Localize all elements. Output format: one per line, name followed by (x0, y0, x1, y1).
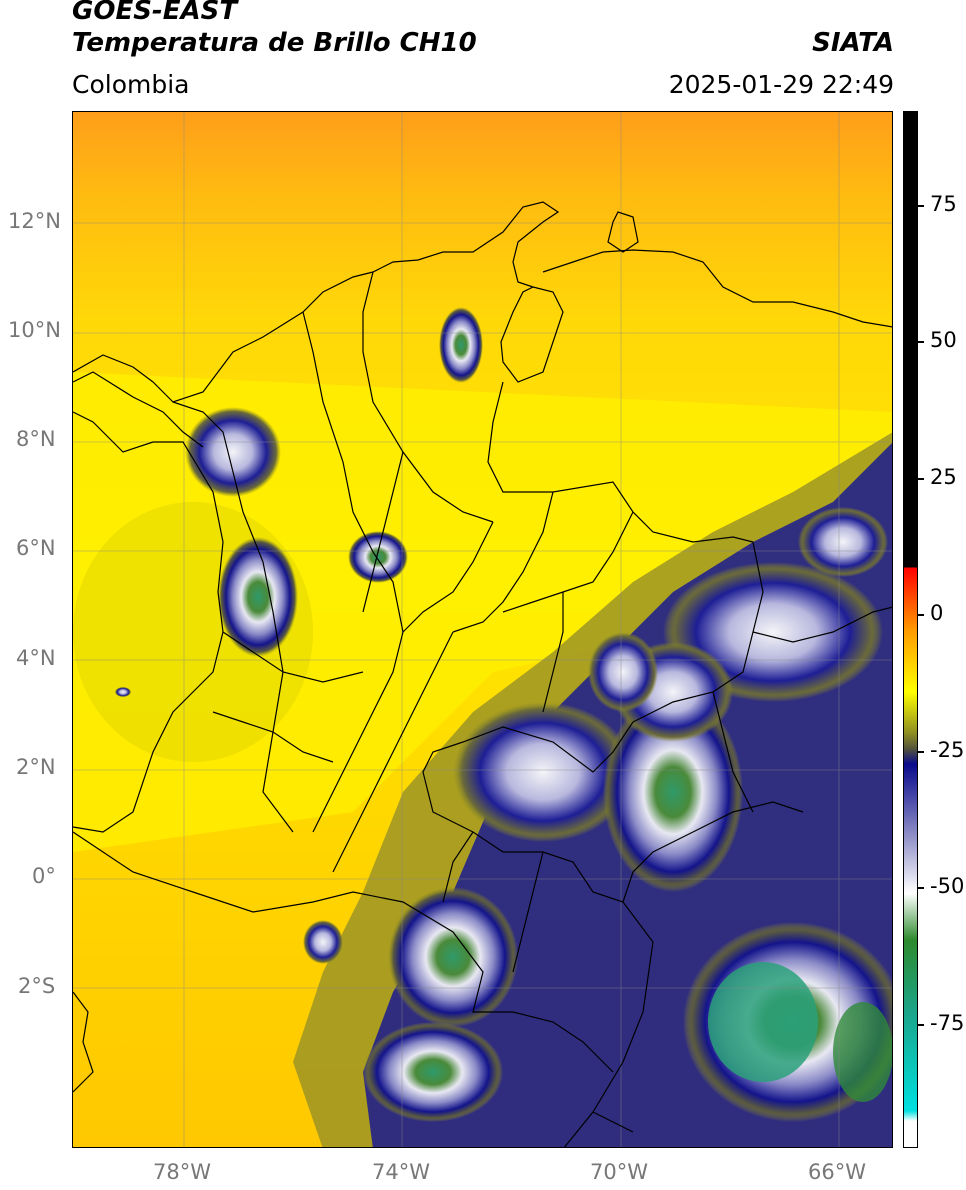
colorbar-label-minus50: -50 (930, 874, 965, 898)
colorbar-label-75: 75 (930, 192, 957, 216)
colorbar-label-50: 50 (930, 328, 957, 352)
lat-label-2s: 2°S (18, 974, 56, 998)
source-label: SIATA (812, 28, 894, 58)
lat-label-0: 0° (32, 864, 56, 888)
lat-label-10n: 10°N (8, 318, 61, 342)
colorbar-tick-50 (918, 341, 924, 343)
colorbar-tick-minus25 (918, 751, 924, 753)
lat-label-2n: 2°N (16, 755, 56, 779)
colorbar-tick-25 (918, 478, 924, 480)
lat-label-12n: 12°N (8, 209, 61, 233)
region-label: Colombia (72, 70, 190, 99)
datetime-label: 2025-01-29 22:49 (668, 70, 894, 99)
lon-label-66w: 66°W (808, 1160, 866, 1184)
colorbar-label-25: 25 (930, 465, 957, 489)
colorbar-label-minus75: -75 (930, 1011, 965, 1035)
lon-label-70w: 70°W (590, 1160, 648, 1184)
colorbar (903, 111, 918, 1148)
colorbar-label-0: 0 (930, 601, 944, 625)
colorbar-tick-minus50 (918, 887, 924, 889)
satellite-map (72, 111, 893, 1148)
colorbar-tick-75 (918, 205, 924, 207)
lat-label-6n: 6°N (16, 536, 56, 560)
lat-label-4n: 4°N (16, 646, 56, 670)
colorbar-label-minus25: -25 (930, 738, 965, 762)
title-satellite: GOES-EAST (72, 0, 238, 26)
title-product: Temperatura de Brillo CH10 (72, 28, 477, 58)
lon-label-74w: 74°W (372, 1160, 430, 1184)
colorbar-tick-minus75 (918, 1024, 924, 1026)
lon-label-78w: 78°W (153, 1160, 211, 1184)
lat-label-8n: 8°N (16, 427, 56, 451)
colorbar-tick-0 (918, 614, 924, 616)
